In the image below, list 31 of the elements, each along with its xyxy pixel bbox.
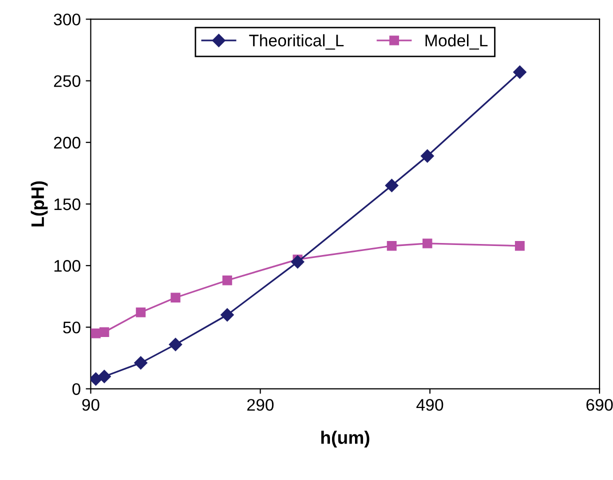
point	[134, 356, 148, 370]
point	[513, 66, 526, 79]
point	[420, 149, 434, 163]
y-tick-label: 0	[72, 383, 80, 396]
point	[170, 292, 180, 302]
point	[291, 255, 304, 268]
point	[90, 372, 102, 386]
y-tick-label: 150	[54, 198, 80, 210]
y-tick-label: 200	[54, 136, 80, 149]
y-tick-label: 250	[54, 75, 80, 88]
point	[385, 178, 398, 192]
y-axis-title: L(pH)	[30, 181, 48, 226]
point	[136, 308, 146, 318]
legend-label: Model_L	[426, 34, 488, 50]
point	[514, 241, 525, 251]
point	[222, 276, 232, 286]
point	[422, 238, 432, 248]
x-tick-label: 290	[247, 398, 274, 411]
x-tick-label: 490	[416, 398, 444, 411]
x-tick-label: 690	[586, 398, 613, 411]
y-tick-label: 100	[54, 260, 80, 272]
y-tick-label: 50	[63, 322, 80, 334]
point	[98, 370, 111, 384]
x-axis-title: h(um)	[321, 430, 370, 448]
point	[99, 327, 110, 337]
y-tick-label: 300	[54, 14, 80, 26]
x-tick-label: 90	[82, 398, 100, 411]
point	[386, 241, 397, 251]
point	[168, 338, 182, 352]
legend-label: Theoritical_L	[249, 34, 344, 50]
point	[220, 308, 234, 322]
